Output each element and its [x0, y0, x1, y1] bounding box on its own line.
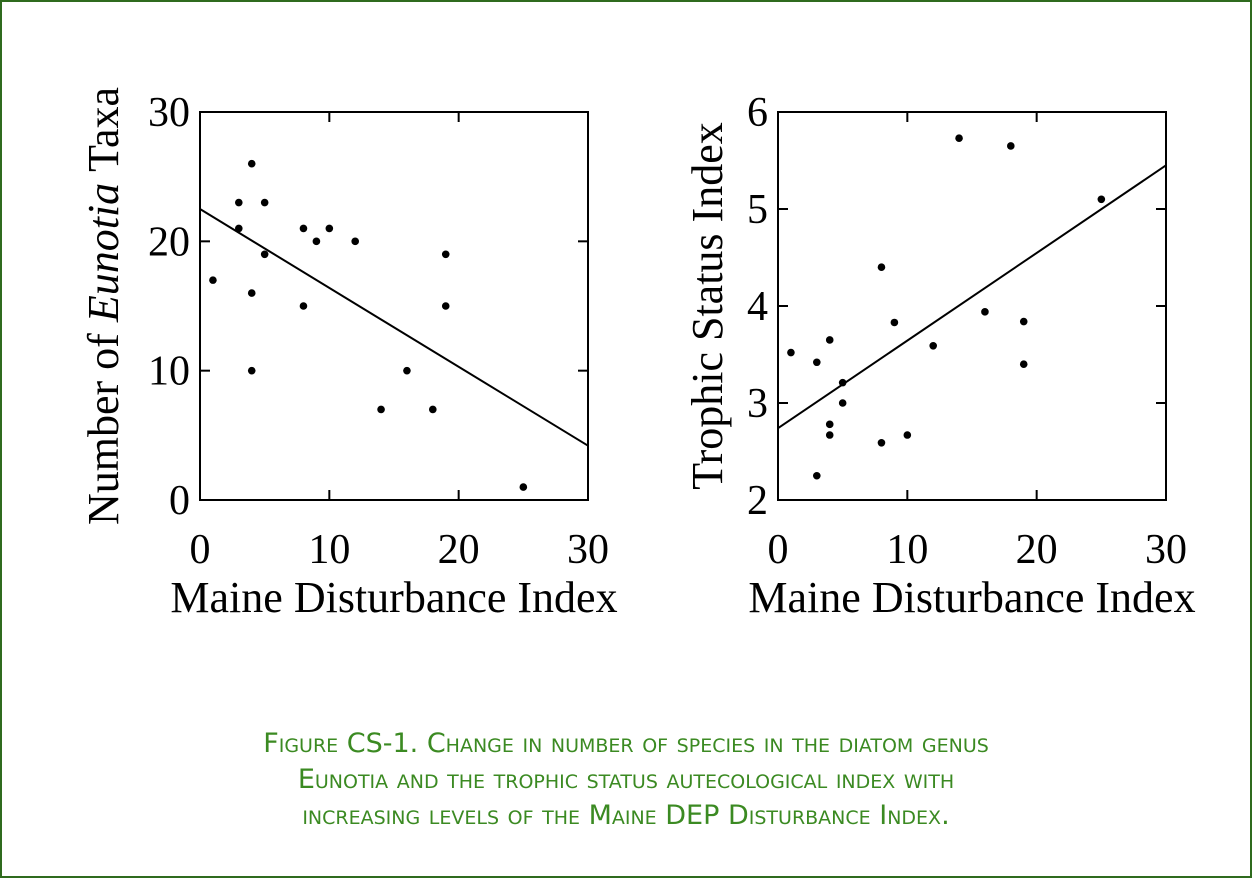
y-tick-label: 0 [169, 478, 190, 524]
data-point [813, 471, 821, 480]
fit-line [777, 164, 1167, 430]
data-point [813, 358, 821, 367]
y-tick-label: 6 [747, 90, 768, 136]
data-point [838, 399, 847, 407]
data-point [247, 159, 256, 168]
data-point [1019, 360, 1028, 369]
data-point [955, 134, 963, 142]
x-axis-label: Maine Disturbance Index [748, 573, 1195, 622]
x-tick-label: 20 [438, 527, 480, 573]
x-axis-label: Maine Disturbance Index [170, 573, 617, 622]
data-point [235, 198, 243, 207]
data-point [903, 431, 912, 439]
fit-line [199, 208, 589, 447]
data-point [247, 366, 256, 375]
x-tick-label: 10 [886, 527, 928, 573]
y-tick-label: 30 [148, 90, 190, 136]
y-axis-label-part: Number of [79, 333, 128, 525]
data-point [260, 250, 269, 259]
data-point [429, 405, 437, 414]
data-point [377, 405, 385, 414]
data-point [312, 237, 321, 246]
x-tick-label: 10 [308, 527, 350, 573]
data-point [981, 308, 989, 316]
data-point [825, 420, 834, 429]
data-point [441, 302, 450, 310]
data-point [299, 224, 308, 233]
data-point [1007, 142, 1015, 150]
y-tick-label: 5 [747, 187, 768, 233]
plot-frame [199, 111, 589, 501]
y-axis-label-part: Eunotia [79, 183, 128, 323]
caption-line: Figure CS-1. Change in number of species… [263, 728, 989, 759]
data-point [260, 198, 269, 207]
data-point [877, 438, 886, 447]
data-point [825, 431, 834, 439]
x-tick-label: 20 [1016, 527, 1058, 573]
data-point [1019, 317, 1028, 326]
data-point [877, 263, 886, 272]
y-axis-label: Number of Eunotia Taxa [79, 87, 128, 525]
data-point [235, 224, 243, 233]
data-point [441, 250, 450, 259]
x-tick-label: 30 [567, 527, 609, 573]
data-point [890, 318, 899, 327]
y-axis-label-part: Trophic Status Index [683, 122, 732, 490]
data-point [403, 366, 411, 375]
x-tick-label: 30 [1145, 527, 1187, 573]
data-point [325, 224, 334, 233]
data-point [351, 237, 360, 246]
data-point [209, 276, 217, 284]
data-point [929, 341, 937, 350]
data-point [825, 336, 834, 344]
x-tick-label: 0 [768, 527, 789, 573]
data-point [299, 302, 308, 310]
data-point [787, 348, 795, 357]
y-tick-label: 10 [148, 349, 190, 395]
y-axis-label: Trophic Status Index [683, 122, 732, 490]
data-point [519, 483, 528, 491]
caption-line: Eunotia and the trophic status autecolog… [298, 764, 954, 795]
y-axis-label-part: Taxa [79, 87, 128, 172]
data-point [247, 289, 256, 297]
y-tick-label: 4 [747, 284, 768, 330]
data-point [1097, 195, 1106, 204]
y-tick-label: 20 [148, 219, 190, 265]
y-tick-label: 3 [747, 381, 768, 427]
x-tick-label: 0 [190, 527, 211, 573]
y-tick-label: 2 [747, 478, 768, 524]
caption-line: increasing levels of the Maine DEP Distu… [302, 800, 949, 831]
